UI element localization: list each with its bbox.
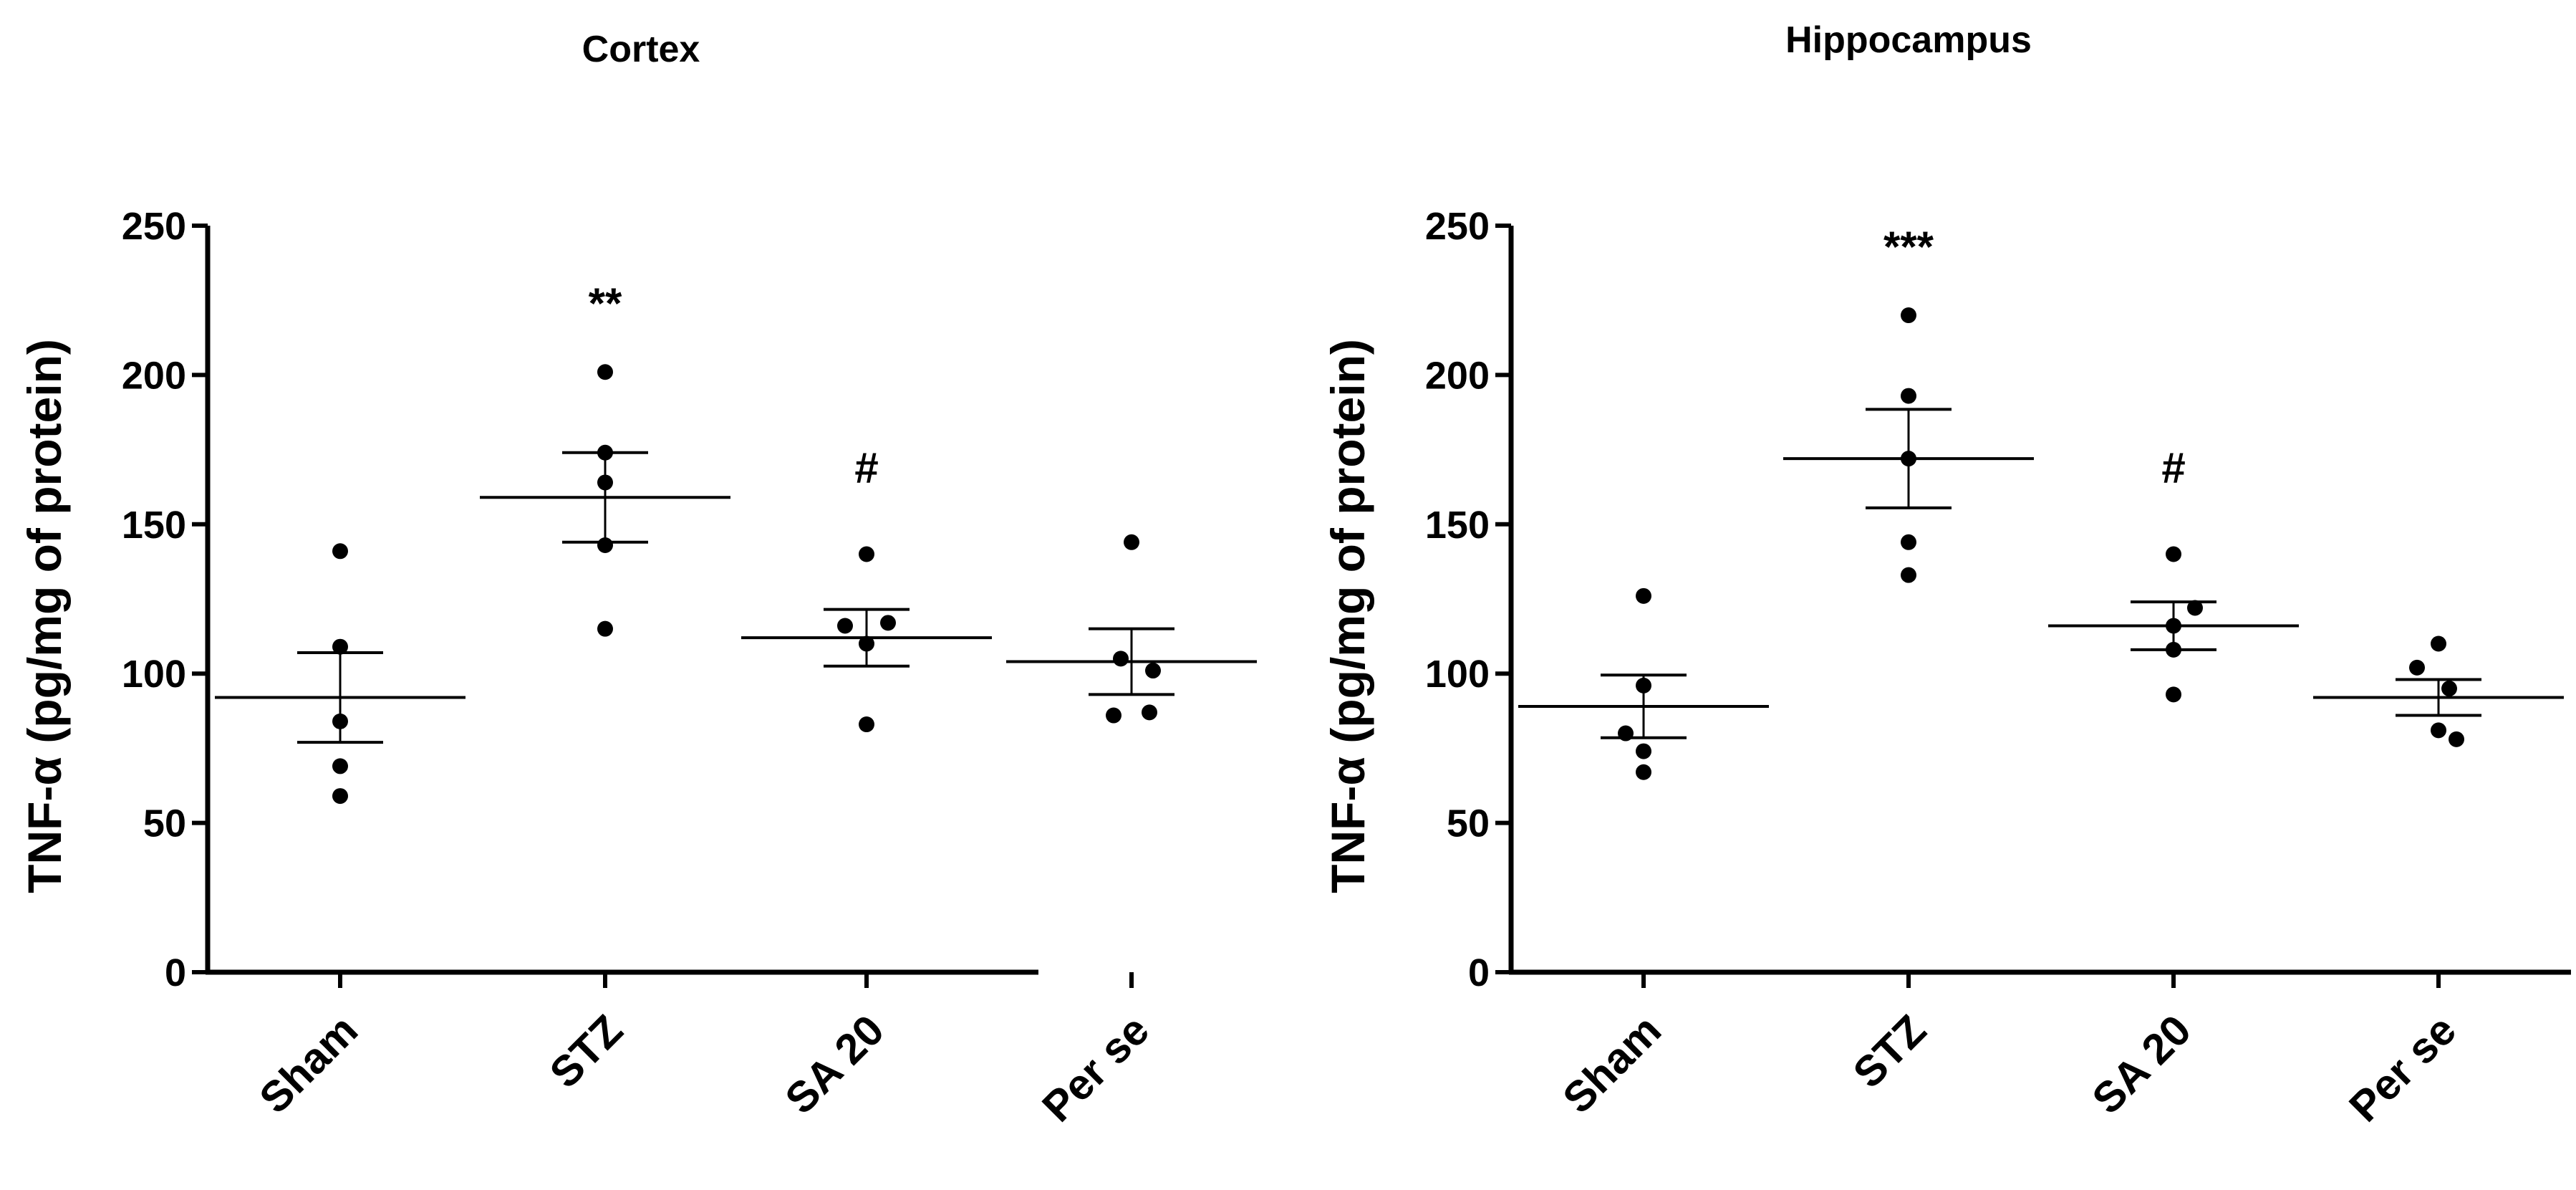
y-axis-label: TNF-α (pg/mg of protein) — [18, 339, 71, 893]
data-point — [1124, 534, 1139, 550]
x-tick-label: Sham — [1553, 1006, 1670, 1123]
x-tick-label: STZ — [541, 1006, 632, 1098]
data-point — [332, 713, 348, 729]
x-tick-label: STZ — [1844, 1006, 1936, 1098]
chart-title: Cortex — [582, 29, 700, 70]
hippocampus-panel: Hippocampus TNF-α (pg/mg of protein) 0 50… — [1321, 19, 2571, 1131]
x-tick-label: Sham — [250, 1006, 367, 1123]
data-point — [332, 758, 348, 774]
data-point — [2166, 546, 2181, 562]
data-point — [1618, 725, 1634, 742]
y-tick-label: 200 — [122, 354, 186, 397]
significance-label: # — [854, 443, 878, 491]
data-point — [1636, 587, 1651, 604]
cortex-panel: Cortex TNF-α (pg/mg of protein) 0 50 100 15… — [18, 29, 1257, 1131]
data-point — [2431, 722, 2446, 739]
data-point — [597, 620, 613, 637]
data-point — [859, 716, 874, 733]
y-tick-label: 250 — [122, 205, 186, 248]
data-point — [880, 615, 896, 631]
data-point — [1113, 651, 1129, 667]
data-point — [1142, 704, 1157, 721]
significance-label: # — [2161, 443, 2185, 491]
data-point — [332, 638, 348, 655]
data-point — [2441, 681, 2457, 697]
data-point — [597, 364, 613, 380]
y-tick-label: 50 — [1447, 802, 1490, 845]
data-point — [1901, 388, 1916, 404]
significance-label: ** — [589, 279, 622, 327]
data-point — [2166, 686, 2181, 703]
data-point — [2166, 618, 2181, 634]
x-tick-label: Per se — [2340, 1006, 2465, 1131]
data-point — [1145, 663, 1161, 679]
data-point — [859, 546, 874, 562]
data-point — [2409, 659, 2425, 676]
y-tick-label: 150 — [1425, 504, 1490, 547]
y-tick-label: 100 — [1425, 653, 1490, 696]
y-tick-label: 250 — [1425, 205, 1490, 248]
data-point — [1636, 677, 1651, 694]
y-tick-label: 100 — [122, 653, 186, 696]
y-tick-label: 150 — [122, 504, 186, 547]
data-point — [837, 618, 853, 634]
data-point — [2449, 731, 2464, 747]
y-tick-label: 50 — [143, 802, 186, 845]
data-point — [1106, 707, 1121, 724]
y-tick-label: 200 — [1425, 354, 1490, 397]
significance-label: *** — [1883, 223, 1934, 271]
y-tick-label: 0 — [1468, 951, 1490, 994]
data-point — [2431, 635, 2446, 652]
y-tick-label: 0 — [165, 951, 186, 994]
x-tick-label: SA 20 — [2083, 1006, 2200, 1123]
data-point — [597, 444, 613, 461]
y-axis-label: TNF-α (pg/mg of protein) — [1321, 339, 1374, 893]
data-point — [2166, 641, 2181, 658]
data-point — [1901, 451, 1916, 467]
data-point — [1636, 764, 1651, 780]
data-point — [597, 474, 613, 491]
data-point — [1901, 534, 1916, 550]
data-point — [332, 543, 348, 560]
data-point — [859, 635, 874, 652]
data-point — [597, 537, 613, 553]
data-point — [1901, 567, 1916, 583]
data-point — [1901, 307, 1916, 324]
chart-title: Hippocampus — [1785, 19, 2032, 61]
data-point — [332, 788, 348, 805]
x-tick-label: Per se — [1033, 1006, 1158, 1131]
data-point — [1636, 743, 1651, 759]
x-tick-label: SA 20 — [776, 1006, 893, 1123]
data-point — [2187, 600, 2203, 616]
